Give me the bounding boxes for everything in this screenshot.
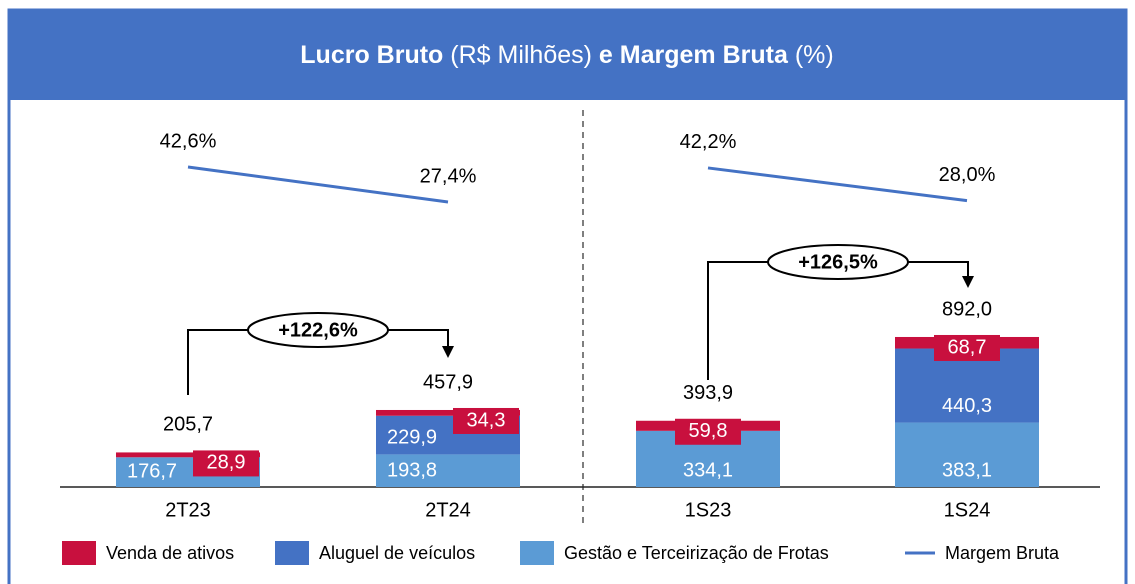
legend-swatch: [62, 541, 96, 565]
x-tick-label: 2T24: [425, 499, 471, 521]
line-label: 28,0%: [939, 164, 996, 186]
value-label: 383,1: [942, 459, 992, 481]
value-label: 440,3: [942, 395, 992, 417]
header: [8, 10, 1127, 100]
frame: [7, 8, 1128, 584]
growth-bubble: [247, 312, 389, 348]
x-tick-label: 2T23: [165, 499, 211, 521]
total-label: 393,9: [683, 382, 733, 404]
arrow-head: [962, 276, 974, 288]
margin-line: [187, 165, 449, 204]
bar-segment: [376, 409, 520, 416]
chart-title: Lucro Bruto (R$ Milhões) e Margem Bruta …: [300, 41, 833, 69]
legend-label: Aluguel de veículos: [319, 543, 475, 563]
title-part: e Margem Bruta: [599, 41, 789, 69]
line-label: 42,2%: [680, 131, 737, 153]
label-box: [193, 450, 259, 477]
growth-bubble: [767, 244, 909, 280]
value-label: 34,3: [467, 409, 506, 431]
value-label: 68,7: [948, 336, 987, 358]
title-part: Lucro Bruto: [300, 41, 443, 69]
bar-segment: [116, 452, 260, 458]
growth-label: +122,6%: [278, 319, 358, 341]
bar-segment: [895, 422, 1039, 487]
x-tick-label: 1S24: [944, 499, 991, 521]
title-part: (%): [788, 41, 834, 69]
label-box: [453, 407, 519, 434]
margin-line: [707, 166, 968, 203]
legend-swatch: [520, 541, 554, 565]
legend-label: Margem Bruta: [945, 543, 1060, 563]
total-label: 457,9: [423, 371, 473, 393]
x-tick-label: 1S23: [685, 499, 732, 521]
label-box: [675, 418, 741, 445]
legend-label: Gestão e Terceirização de Frotas: [564, 543, 829, 563]
value-label: 28,9: [207, 452, 246, 474]
line-label: 42,6%: [160, 130, 217, 152]
value-label: 193,8: [387, 459, 437, 481]
label-box: [934, 334, 1000, 361]
bar-segment: [376, 454, 520, 487]
value-label: 229,9: [387, 427, 437, 449]
value-label: 334,1: [683, 459, 733, 481]
total-label: 892,0: [942, 298, 992, 320]
growth-label: +126,5%: [798, 251, 878, 273]
total-label: 205,7: [163, 414, 213, 436]
line-label: 27,4%: [420, 165, 477, 187]
legend-label: Venda de ativos: [106, 543, 234, 563]
value-label: 59,8: [689, 420, 728, 442]
arrow-head: [442, 346, 454, 358]
value-label: 176,7: [127, 460, 177, 482]
legend-swatch: [275, 541, 309, 565]
title-part: (R$ Milhões): [443, 41, 599, 69]
